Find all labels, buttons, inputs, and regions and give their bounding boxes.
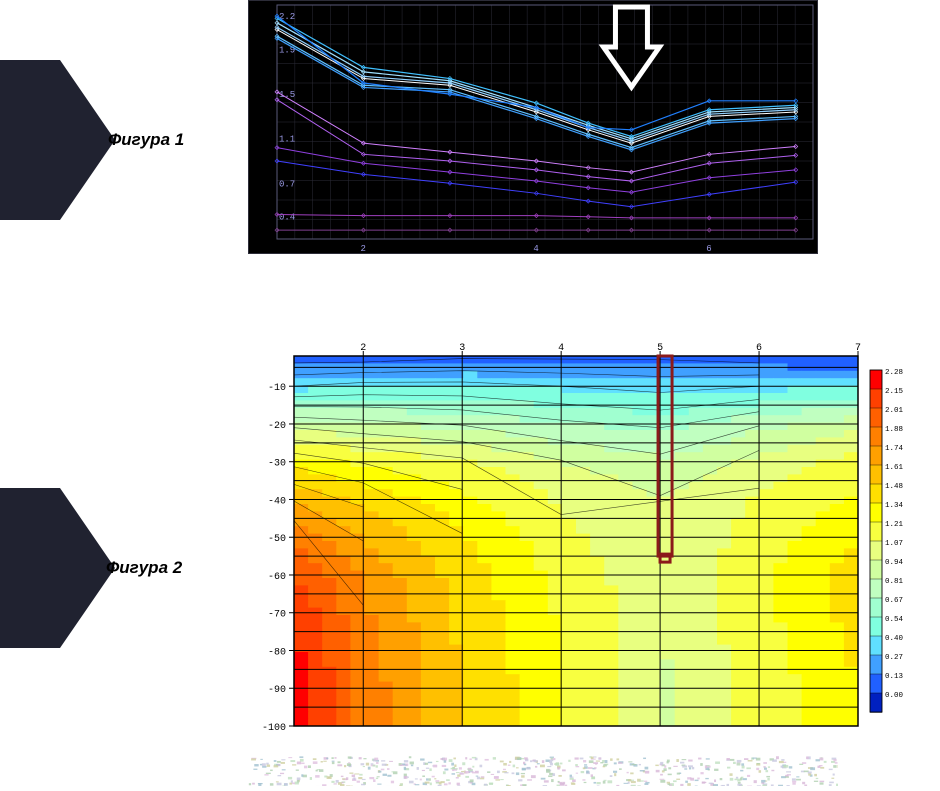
line-chart: 0.40.71.11.51.92.2246 <box>248 0 818 254</box>
svg-text:-20: -20 <box>268 421 286 432</box>
svg-text:0.81: 0.81 <box>885 578 904 586</box>
badge-fig2 <box>0 488 120 648</box>
badge-fig1 <box>0 60 120 220</box>
svg-text:-80: -80 <box>268 647 286 658</box>
svg-text:1.1: 1.1 <box>279 135 295 145</box>
svg-text:0.13: 0.13 <box>885 673 904 681</box>
svg-text:-70: -70 <box>268 610 286 621</box>
svg-text:2.15: 2.15 <box>885 388 904 396</box>
svg-text:6: 6 <box>756 343 762 354</box>
fig1-label: Фигура 1 <box>108 130 184 150</box>
svg-text:2.01: 2.01 <box>885 407 904 415</box>
svg-text:-90: -90 <box>268 685 286 696</box>
svg-text:-60: -60 <box>268 572 286 583</box>
heatmap-chart: 2 3 4 5 6 7 -10 -20 -30 -40 -50 -60 -70 -80 -90 -100 2.2… <box>248 338 918 734</box>
svg-text:0.94: 0.94 <box>885 559 904 567</box>
svg-text:1.5: 1.5 <box>279 90 295 100</box>
svg-text:-10: -10 <box>268 383 286 394</box>
svg-text:-50: -50 <box>268 534 286 545</box>
svg-text:6: 6 <box>706 244 711 254</box>
svg-text:5: 5 <box>657 343 663 354</box>
noise-strip <box>248 756 838 786</box>
svg-text:1.34: 1.34 <box>885 502 904 510</box>
svg-text:0.7: 0.7 <box>279 179 295 189</box>
heatmap-svg: 2 3 4 5 6 7 -10 -20 -30 -40 -50 -60 -70 -80 -90 -100 2.2… <box>248 338 918 734</box>
svg-text:0.27: 0.27 <box>885 654 903 662</box>
svg-text:2.28: 2.28 <box>885 369 903 377</box>
svg-text:1.21: 1.21 <box>885 521 904 529</box>
svg-text:1.74: 1.74 <box>885 445 904 453</box>
fig2-label: Фигура 2 <box>106 558 182 578</box>
svg-text:3: 3 <box>459 343 465 354</box>
svg-text:4: 4 <box>533 244 538 254</box>
svg-text:-40: -40 <box>268 496 286 507</box>
svg-text:1.61: 1.61 <box>885 464 904 472</box>
svg-text:1.88: 1.88 <box>885 426 903 434</box>
svg-text:1.48: 1.48 <box>885 483 903 491</box>
svg-text:2: 2 <box>360 244 365 254</box>
svg-text:7: 7 <box>855 343 861 354</box>
svg-text:0.54: 0.54 <box>885 616 904 624</box>
svg-text:-100: -100 <box>262 723 286 734</box>
svg-text:0.67: 0.67 <box>885 597 903 605</box>
svg-text:4: 4 <box>558 343 564 354</box>
svg-text:0.40: 0.40 <box>885 635 904 643</box>
svg-text:-30: -30 <box>268 459 286 470</box>
svg-text:0.00: 0.00 <box>885 692 904 700</box>
svg-text:2: 2 <box>360 343 366 354</box>
svg-text:1.07: 1.07 <box>885 540 903 548</box>
line-chart-svg: 0.40.71.11.51.92.2246 <box>249 1 819 255</box>
